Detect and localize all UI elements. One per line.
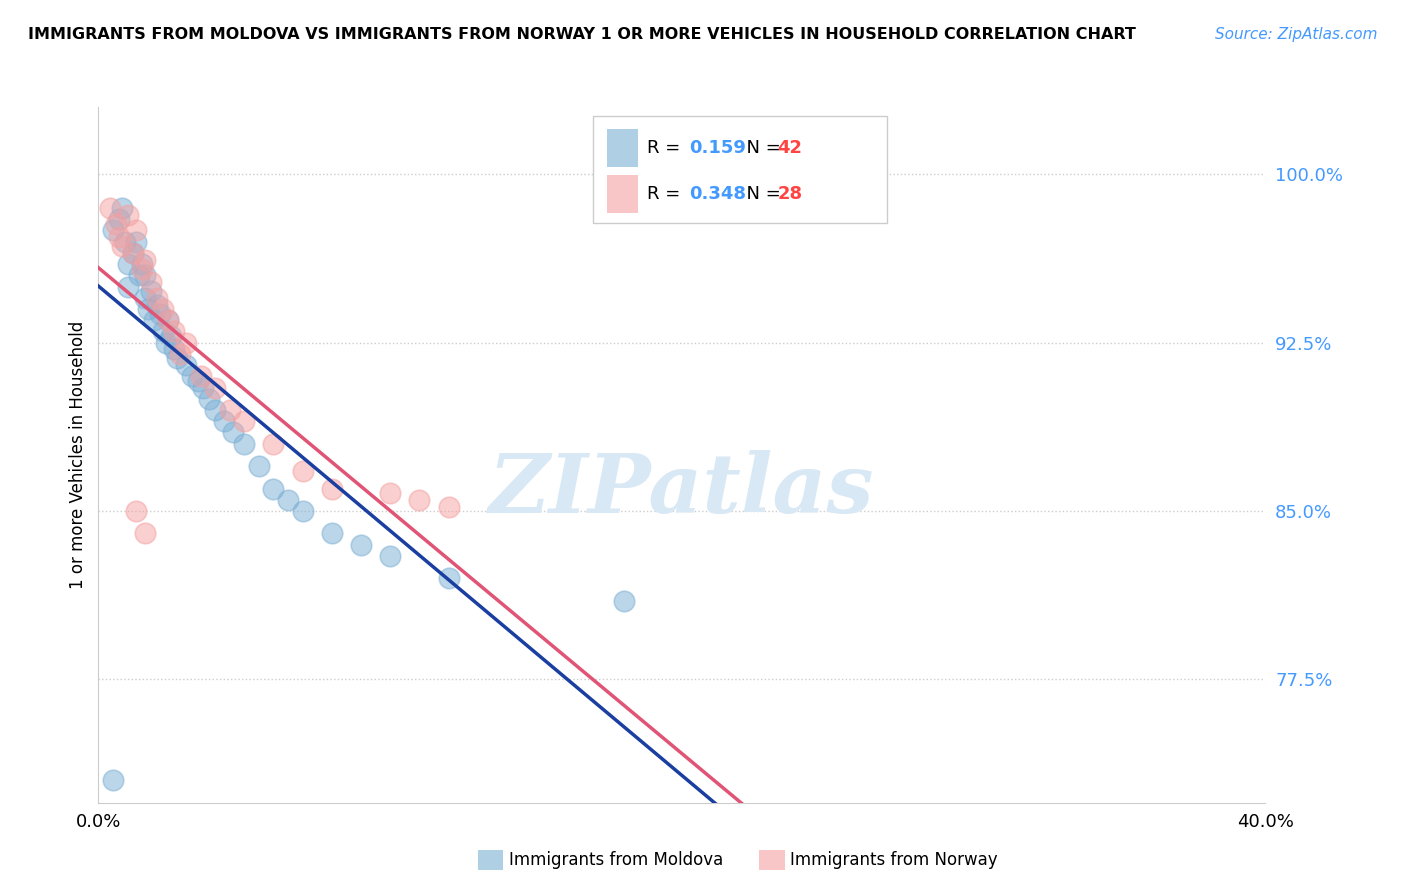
Point xyxy=(180,369,202,384)
Point xyxy=(125,235,148,249)
Text: Source: ZipAtlas.com: Source: ZipAtlas.com xyxy=(1215,27,1378,42)
Point xyxy=(163,343,186,357)
Point xyxy=(174,335,197,350)
Point xyxy=(152,301,174,316)
Text: N =: N = xyxy=(735,185,787,203)
Point xyxy=(125,223,148,237)
Point xyxy=(149,306,172,320)
Text: ZIPatlas: ZIPatlas xyxy=(489,450,875,530)
Point xyxy=(111,239,134,253)
Point xyxy=(169,347,191,361)
Point xyxy=(408,492,430,507)
Point xyxy=(134,526,156,541)
Point xyxy=(157,313,180,327)
Point xyxy=(134,252,156,267)
Point xyxy=(152,325,174,339)
Point xyxy=(321,482,343,496)
Text: N =: N = xyxy=(735,139,787,157)
Text: 0.348: 0.348 xyxy=(689,185,745,203)
Point xyxy=(131,261,153,276)
Point xyxy=(350,538,373,552)
Point xyxy=(160,329,183,343)
Point xyxy=(174,358,197,372)
Point xyxy=(262,482,284,496)
Point xyxy=(193,381,215,395)
Point xyxy=(218,403,240,417)
Point xyxy=(101,773,124,788)
Point xyxy=(204,403,226,417)
Point xyxy=(187,374,209,388)
Y-axis label: 1 or more Vehicles in Household: 1 or more Vehicles in Household xyxy=(69,321,87,589)
Text: R =: R = xyxy=(647,139,686,157)
Text: 28: 28 xyxy=(778,185,803,203)
Point xyxy=(114,235,136,249)
Point xyxy=(146,291,169,305)
Point xyxy=(139,284,162,298)
Point xyxy=(117,279,139,293)
Point xyxy=(101,223,124,237)
Point xyxy=(247,459,270,474)
Point xyxy=(98,201,121,215)
Point xyxy=(134,268,156,283)
Text: 0.159: 0.159 xyxy=(689,139,745,157)
Point xyxy=(291,504,314,518)
Point xyxy=(204,381,226,395)
Point xyxy=(122,246,145,260)
Text: Immigrants from Moldova: Immigrants from Moldova xyxy=(509,851,723,869)
Text: R =: R = xyxy=(647,185,686,203)
Point xyxy=(221,425,243,440)
Point xyxy=(612,594,634,608)
Point xyxy=(142,313,165,327)
Point xyxy=(437,500,460,514)
Point xyxy=(134,291,156,305)
Point xyxy=(146,297,169,311)
Point xyxy=(380,549,402,563)
Point xyxy=(157,313,180,327)
Point xyxy=(190,369,212,384)
Point xyxy=(198,392,221,406)
Point xyxy=(380,486,402,500)
Point xyxy=(233,414,256,428)
Point xyxy=(131,257,153,271)
Text: Immigrants from Norway: Immigrants from Norway xyxy=(790,851,998,869)
Point xyxy=(262,436,284,450)
Point xyxy=(291,464,314,478)
Point xyxy=(108,212,131,227)
Point xyxy=(155,335,177,350)
Point xyxy=(163,325,186,339)
Point xyxy=(212,414,235,428)
Point xyxy=(128,268,150,283)
Point xyxy=(104,217,127,231)
Point xyxy=(437,571,460,585)
Point xyxy=(108,230,131,244)
Point xyxy=(122,246,145,260)
Text: IMMIGRANTS FROM MOLDOVA VS IMMIGRANTS FROM NORWAY 1 OR MORE VEHICLES IN HOUSEHOL: IMMIGRANTS FROM MOLDOVA VS IMMIGRANTS FR… xyxy=(28,27,1136,42)
Point xyxy=(321,526,343,541)
Point xyxy=(117,257,139,271)
Point xyxy=(125,504,148,518)
Text: 42: 42 xyxy=(778,139,803,157)
Point xyxy=(277,492,299,507)
Point xyxy=(139,275,162,289)
Point xyxy=(136,301,159,316)
Point xyxy=(111,201,134,215)
Point xyxy=(166,351,188,366)
Point xyxy=(233,436,256,450)
Point xyxy=(117,208,139,222)
